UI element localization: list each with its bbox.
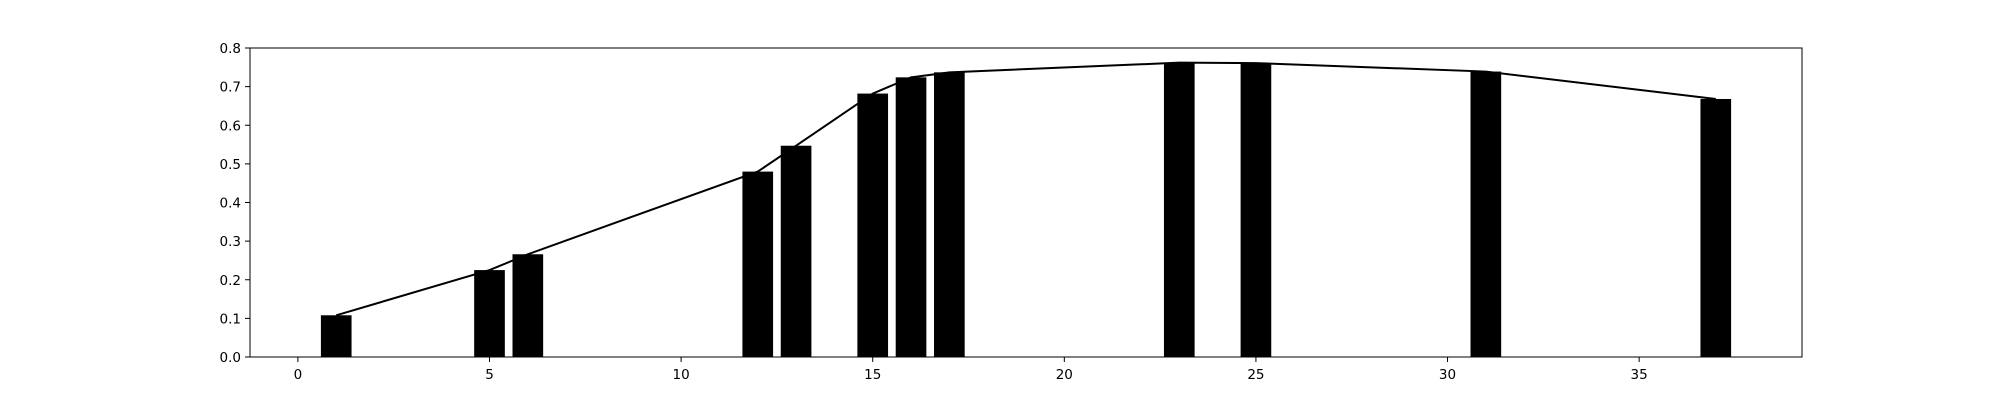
line-group [335,61,1716,317]
bar-23 [1163,62,1195,358]
y-tick-label: 0.0 [220,350,241,366]
x-tick-label: 10 [673,367,690,383]
bar-15 [857,93,889,357]
x-tick-label: 35 [1631,367,1648,383]
y-axis: 0.0 0.1 0.2 0.3 0.4 0.5 0.6 0.7 0.8 [220,41,250,366]
y-tick-label: 0.5 [220,157,241,173]
y-tick-label: 0.2 [220,273,241,289]
x-tick-label: 15 [864,367,881,383]
y-tick-label: 0.7 [220,80,241,96]
x-tick-label: 20 [1056,367,1073,383]
bar-25 [1240,63,1272,357]
series-line [335,61,1716,317]
x-tick-label: 0 [294,367,303,383]
bar-31 [1470,71,1502,357]
bar-16 [895,77,927,357]
bar-12 [742,171,774,357]
bar-13 [780,145,812,357]
bar-1 [320,315,352,357]
y-tick-label: 0.8 [220,41,241,57]
y-tick-label: 0.3 [220,234,241,250]
x-tick-label: 30 [1439,367,1456,383]
y-tick-label: 0.1 [220,311,241,327]
bar-37 [1700,98,1732,358]
y-tick-label: 0.4 [220,196,241,212]
x-tick-label: 5 [485,367,494,383]
bar-17 [934,72,965,358]
y-tick-label: 0.6 [220,118,241,134]
bars-group [320,62,1732,358]
bar-6 [512,254,544,357]
bar-5 [474,270,505,357]
x-tick-label: 25 [1247,367,1264,383]
x-axis: 0 5 10 15 20 25 30 35 [294,357,1648,383]
